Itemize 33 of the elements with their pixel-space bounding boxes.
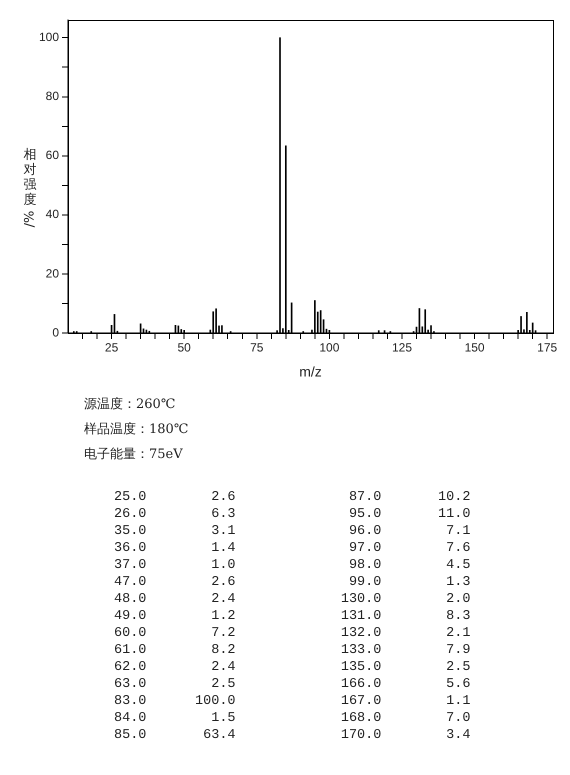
text: 26.0 6.3 95.0 11.0 bbox=[113, 506, 470, 523]
text: 样品温度：180℃ bbox=[84, 421, 190, 439]
y-tick-label: 20 bbox=[46, 266, 60, 280]
x-tick-label: 100 bbox=[319, 340, 340, 355]
x-axis-title: m/z bbox=[299, 363, 322, 380]
x-tick-label: 175 bbox=[537, 340, 558, 355]
text: 25.0 2.6 87.0 10.2 bbox=[113, 489, 470, 506]
text: 48.0 2.4 130.0 2.0 bbox=[113, 591, 470, 608]
x-tick-label: 150 bbox=[464, 340, 485, 355]
y-tick-label: 100 bbox=[38, 30, 60, 44]
x-tick-label: 125 bbox=[392, 340, 412, 355]
text: 电子能量：75eV bbox=[84, 446, 184, 464]
text: 61.0 8.2 133.0 7.9 bbox=[113, 642, 470, 659]
y-tick-label: 0 bbox=[52, 325, 60, 340]
x-tick-label: 75 bbox=[250, 340, 264, 355]
y-tick-label: 60 bbox=[46, 148, 60, 162]
text: 63.0 2.5 166.0 5.6 bbox=[113, 676, 470, 693]
text: 源温度：260℃ bbox=[84, 396, 176, 414]
text: 84.0 1.5 168.0 7.0 bbox=[113, 710, 470, 727]
text: 36.0 1.4 97.0 7.6 bbox=[113, 540, 470, 557]
text: 62.0 2.4 135.0 2.5 bbox=[113, 659, 470, 676]
text: 60.0 7.2 132.0 2.1 bbox=[113, 625, 470, 642]
y-tick-label: 80 bbox=[46, 89, 60, 104]
text: 85.0 63.4 170.0 3.4 bbox=[113, 727, 470, 744]
text: 49.0 1.2 131.0 8.3 bbox=[113, 608, 470, 625]
y-tick-label: 40 bbox=[46, 207, 60, 222]
text: 47.0 2.6 99.0 1.3 bbox=[113, 574, 470, 591]
x-tick-label: 50 bbox=[177, 340, 192, 355]
text: 35.0 3.1 96.0 7.1 bbox=[113, 523, 470, 540]
text: 37.0 1.0 98.0 4.5 bbox=[113, 557, 470, 574]
x-tick-label: 25 bbox=[104, 340, 119, 355]
y-axis-title: 相对强度/% bbox=[22, 147, 38, 228]
text: 83.0 100.0 167.0 1.1 bbox=[113, 693, 470, 710]
